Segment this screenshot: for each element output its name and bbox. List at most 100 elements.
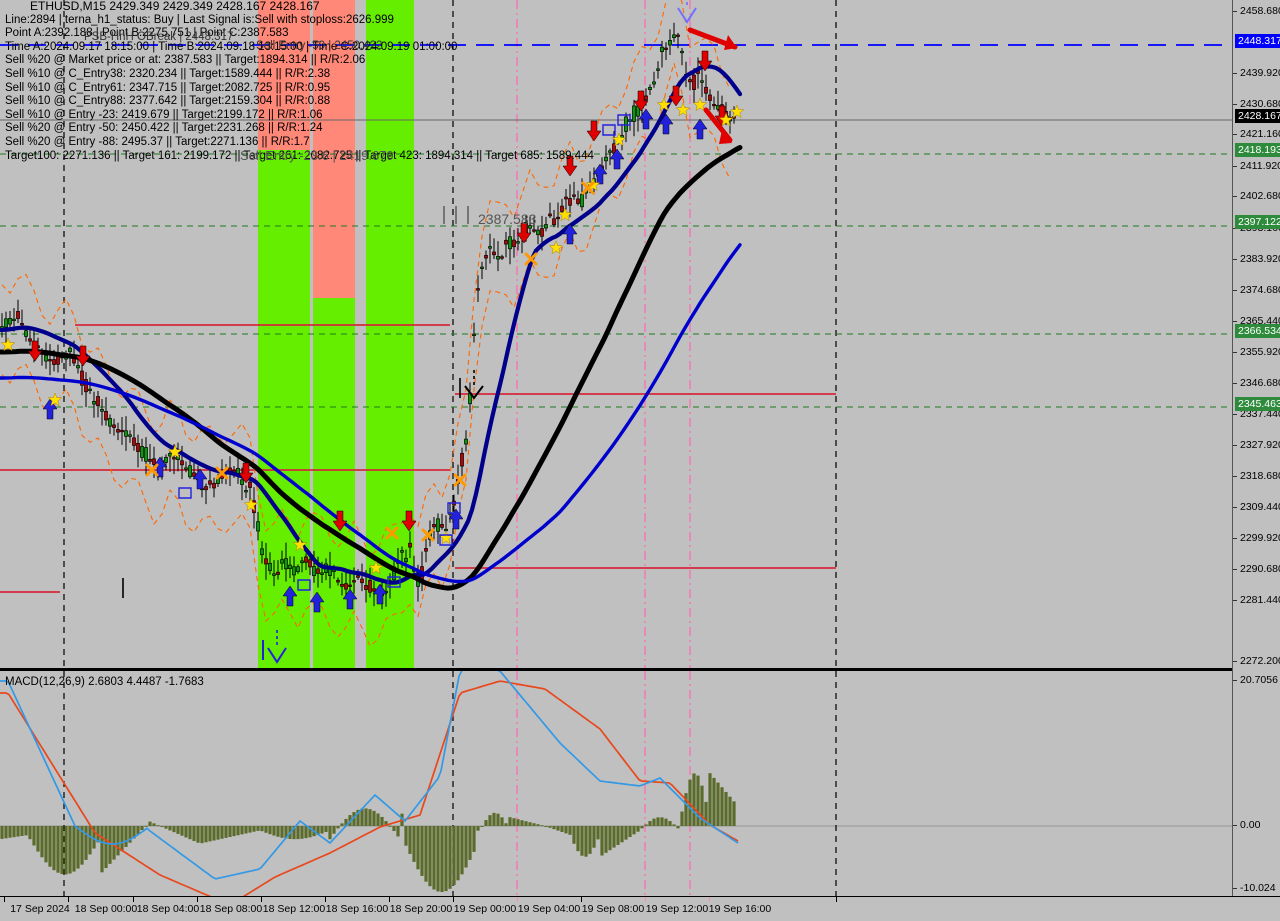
- price-scale-badge[interactable]: 2428.167: [1235, 109, 1280, 123]
- macd-histogram-bar: [656, 817, 660, 826]
- star-signal-marker[interactable]: [557, 207, 573, 222]
- price-scale-tick: [1233, 661, 1237, 662]
- macd-histogram-bar: [716, 782, 720, 826]
- macd-histogram-bar: [416, 826, 420, 870]
- time-scale[interactable]: 17 Sep 2024 18 Sep 00:00 18 Sep 04:00 18 Se…: [0, 896, 1280, 921]
- time-scale-label: 19 Sep 12:00: [645, 903, 709, 915]
- macd-histogram-bar: [252, 826, 256, 832]
- star-signal-marker[interactable]: [438, 530, 454, 545]
- buy-arrow-marker[interactable]: [448, 508, 464, 530]
- hollow-arrow-marker[interactable]: [439, 534, 453, 546]
- star-signal-marker[interactable]: [729, 104, 745, 119]
- macd-histogram-bar: [20, 826, 24, 836]
- star-signal-marker[interactable]: [611, 132, 627, 147]
- cross-signal-marker[interactable]: [453, 473, 467, 487]
- candle-body: [12, 318, 16, 321]
- macd-canvas[interactable]: [0, 671, 1232, 897]
- macd-histogram-bar: [272, 826, 276, 836]
- star-signal-marker[interactable]: [292, 537, 308, 552]
- star-signal-marker[interactable]: [675, 102, 691, 117]
- macd-histogram-bar: [664, 818, 668, 826]
- price-scale-label: 2383.920: [1240, 253, 1280, 265]
- macd-histogram-bar: [732, 801, 736, 826]
- hollow-arrow-marker[interactable]: [617, 114, 631, 126]
- candle-body: [316, 568, 320, 574]
- buy-arrow-marker[interactable]: [372, 583, 388, 605]
- star-signal-marker[interactable]: [368, 560, 384, 575]
- candle-body: [204, 486, 208, 491]
- sell-arrow-marker[interactable]: [238, 462, 254, 484]
- candle-body: [260, 548, 264, 556]
- hollow-arrow-marker[interactable]: [602, 124, 616, 136]
- macd-histogram-bar: [124, 826, 128, 847]
- buy-arrow-marker[interactable]: [309, 591, 325, 613]
- signal-markers-group[interactable]: [0, 0, 745, 664]
- buy-arrow-marker[interactable]: [192, 468, 208, 490]
- price-chart-canvas[interactable]: [0, 0, 1232, 668]
- buy-arrow-marker[interactable]: [282, 585, 298, 607]
- hollow-arrow-marker[interactable]: [387, 576, 401, 588]
- price-scale[interactable]: 2458.680 2439.920 2430.680 2421.160 2411.920…: [1232, 0, 1280, 896]
- hollow-arrow-marker[interactable]: [447, 502, 461, 514]
- price-scale-badge[interactable]: 2366.534: [1235, 324, 1280, 338]
- sell-arrow-marker[interactable]: [27, 340, 43, 362]
- star-signal-marker[interactable]: [718, 112, 734, 127]
- macd-histogram-bar: [456, 826, 460, 881]
- macd-histogram-bar: [80, 826, 84, 865]
- sell-arrow-marker[interactable]: [75, 345, 91, 367]
- cross-signal-marker[interactable]: [145, 463, 159, 477]
- macd-histogram-bar: [576, 826, 580, 852]
- sell-arrow-marker[interactable]: [516, 222, 532, 244]
- buy-arrow-marker[interactable]: [592, 163, 608, 185]
- sell-arrow-marker[interactable]: [697, 50, 713, 72]
- price-scale-tick: [1233, 476, 1237, 477]
- buy-arrow-marker[interactable]: [658, 113, 674, 135]
- star-signal-marker[interactable]: [0, 337, 16, 352]
- price-scale-badge[interactable]: 2345.463: [1235, 397, 1280, 411]
- cross-signal-marker[interactable]: [581, 181, 595, 195]
- sell-arrow-marker[interactable]: [332, 510, 348, 532]
- star-signal-marker[interactable]: [47, 392, 63, 407]
- macd-histogram-bar: [276, 826, 280, 837]
- star-signal-marker[interactable]: [243, 497, 259, 512]
- time-scale-label: 19 Sep 16:00: [708, 903, 772, 915]
- trend-arrow-down-2: [703, 107, 733, 143]
- buy-arrow-marker[interactable]: [609, 148, 625, 170]
- hollow-arrow-marker[interactable]: [178, 487, 192, 499]
- macd-indicator-pane[interactable]: MACD(12,26,9) 2.6803 4.4487 -1.7683: [0, 670, 1232, 898]
- price-scale-badge[interactable]: 2418.193: [1235, 143, 1280, 157]
- star-signal-marker[interactable]: [692, 97, 708, 112]
- star-signal-marker[interactable]: [167, 444, 183, 459]
- star-signal-marker[interactable]: [656, 97, 672, 112]
- cross-signal-marker[interactable]: [215, 466, 229, 480]
- buy-arrow-marker[interactable]: [638, 108, 654, 130]
- macd-histogram-bar: [520, 820, 524, 826]
- macd-histogram-bar: [204, 826, 208, 843]
- price-scale-badge[interactable]: 2448.317: [1235, 34, 1280, 48]
- macd-histogram-bar: [484, 820, 488, 826]
- candle-body: [464, 438, 468, 445]
- macd-histogram-bar: [600, 826, 604, 856]
- cross-signal-marker[interactable]: [421, 528, 435, 542]
- candle-body: [364, 585, 368, 590]
- sell-arrow-marker[interactable]: [633, 90, 649, 112]
- price-chart-pane[interactable]: [0, 0, 1232, 670]
- cross-signal-marker[interactable]: [385, 526, 399, 540]
- candle-body: [664, 47, 668, 50]
- sell-arrow-marker[interactable]: [668, 85, 684, 107]
- star-signal-marker[interactable]: [548, 240, 564, 255]
- macd-histogram-bar: [636, 826, 640, 832]
- sell-arrow-marker[interactable]: [401, 510, 417, 532]
- price-scale-badge[interactable]: 2397.122: [1235, 215, 1280, 229]
- buy-arrow-marker[interactable]: [342, 588, 358, 610]
- sell-arrow-marker[interactable]: [586, 120, 602, 142]
- sell-arrow-marker[interactable]: [562, 155, 578, 177]
- macd-histogram-bar: [540, 825, 544, 827]
- hollow-arrow-marker[interactable]: [297, 579, 311, 591]
- candle-body: [120, 429, 124, 433]
- candle-body: [424, 548, 428, 552]
- buy-arrow-marker[interactable]: [562, 223, 578, 245]
- buy-arrow-marker[interactable]: [692, 118, 708, 140]
- cross-signal-marker[interactable]: [524, 252, 538, 266]
- macd-histogram-bar: [496, 813, 500, 826]
